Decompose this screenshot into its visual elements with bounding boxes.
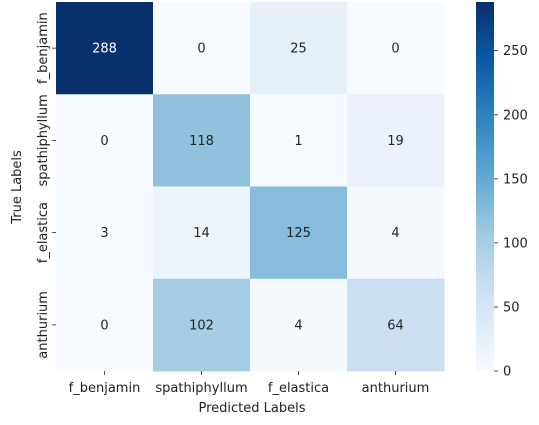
cell-value-r0-c2: 25	[290, 42, 307, 57]
y-tick-label-0: f_benjamin	[36, 12, 51, 84]
y-axis-label: True Labels	[10, 150, 25, 225]
x-axis-ticks: f_benjamin spathiphyllum f_elastica anthuri…	[69, 371, 430, 396]
heatmap-cell-r2-c3	[347, 186, 445, 280]
y-tick-label-1: spathiphyllum	[36, 94, 51, 186]
cell-value-r3-c2: 4	[294, 318, 302, 333]
x-axis-label: Predicted Labels	[198, 401, 305, 416]
cell-value-r0-c1: 0	[197, 42, 205, 57]
heatmap-cells	[56, 2, 445, 372]
heatmap-cell-labels: 288 0 25 0 0 118 1 19 3 14 125 4 0 102 4 64	[92, 42, 404, 334]
heatmap-cell-r3-c2	[250, 278, 348, 372]
heatmap-cell-r0-c0	[56, 2, 154, 95]
heatmap-cell-r0-c2	[250, 2, 348, 95]
x-tick-label-3: anthurium	[362, 381, 430, 396]
cell-value-r3-c1: 102	[189, 318, 214, 333]
cell-value-r0-c0: 288	[92, 42, 117, 57]
y-axis-ticks: f_benjamin spathiphyllum f_elasticaanthuri…	[36, 12, 56, 359]
heatmap-cell-r0-c1	[153, 2, 251, 95]
cell-value-r3-c0: 0	[100, 318, 108, 333]
cell-value-r1-c2: 1	[294, 134, 302, 149]
colorbar-ticks: 0 50 100 150 200 250	[494, 44, 528, 380]
y-tick-label-3: anthurium	[36, 291, 51, 359]
y-tick-label-2: f_elastica	[36, 202, 51, 263]
colorbar-tick-label-1: 50	[503, 300, 520, 315]
heatmap-cell-r2-c2	[250, 186, 348, 280]
colorbar-tick-label-3: 150	[503, 172, 528, 187]
colorbar-tick-label-0: 0	[503, 365, 511, 380]
heatmap-cell-r2-c1	[153, 186, 251, 280]
colorbar	[476, 2, 494, 371]
x-tick-label-1: spathiphyllum	[155, 381, 247, 396]
heatmap-cell-r0-c3	[347, 2, 445, 95]
colorbar-tick-label-2: 100	[503, 236, 528, 251]
cell-value-r1-c0: 0	[100, 134, 108, 149]
heatmap-cell-r2-c0	[56, 186, 154, 280]
cell-value-r2-c0: 3	[100, 226, 108, 241]
cell-value-r2-c1: 14	[193, 226, 210, 241]
heatmap-cell-r3-c0	[56, 278, 154, 372]
cell-value-r2-c2: 125	[286, 226, 311, 241]
cell-value-r0-c3: 0	[391, 42, 399, 57]
cell-value-r1-c3: 19	[387, 134, 404, 149]
heatmap-cell-r1-c1	[153, 94, 251, 187]
heatmap-cell-r1-c3	[347, 94, 445, 187]
heatmap-cell-r1-c2	[250, 94, 348, 187]
x-tick-label-2: f_elastica	[268, 381, 329, 396]
heatmap-cell-r3-c1	[153, 278, 251, 372]
cell-value-r3-c3: 64	[387, 318, 404, 333]
heatmap-cell-r1-c0	[56, 94, 154, 187]
cell-value-r2-c3: 4	[391, 226, 399, 241]
colorbar-tick-label-4: 200	[503, 108, 528, 123]
heatmap-cell-r3-c3	[347, 278, 445, 372]
cell-value-r1-c1: 118	[189, 134, 214, 149]
colorbar-tick-label-5: 250	[503, 44, 528, 59]
x-tick-label-0: f_benjamin	[69, 381, 141, 396]
